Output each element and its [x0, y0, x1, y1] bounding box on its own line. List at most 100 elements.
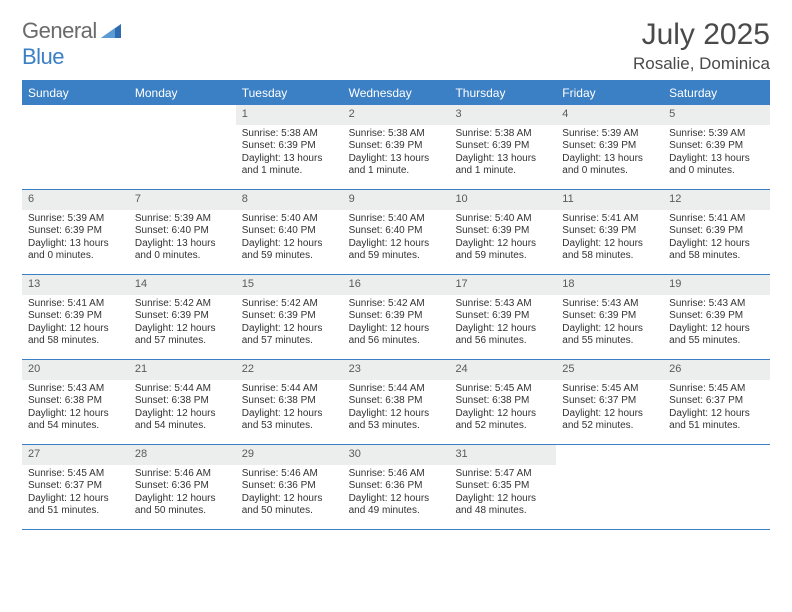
day-cell: 5Sunrise: 5:39 AMSunset: 6:39 PMDaylight… [663, 105, 770, 189]
day-cell: 11Sunrise: 5:41 AMSunset: 6:39 PMDayligh… [556, 190, 663, 274]
sunrise-text: Sunrise: 5:45 AM [562, 383, 657, 396]
day-cell: 7Sunrise: 5:39 AMSunset: 6:40 PMDaylight… [129, 190, 236, 274]
day-cell: 3Sunrise: 5:38 AMSunset: 6:39 PMDaylight… [449, 105, 556, 189]
sunrise-text: Sunrise: 5:39 AM [135, 213, 230, 226]
day-number: 20 [22, 360, 129, 380]
dow-fri: Friday [556, 81, 663, 105]
sunset-text: Sunset: 6:37 PM [562, 395, 657, 408]
daylight-text: Daylight: 12 hours and 59 minutes. [455, 238, 550, 263]
day-cell: 18Sunrise: 5:43 AMSunset: 6:39 PMDayligh… [556, 275, 663, 359]
sunset-text: Sunset: 6:38 PM [28, 395, 123, 408]
dow-row: Sunday Monday Tuesday Wednesday Thursday… [22, 81, 770, 105]
sunrise-text: Sunrise: 5:44 AM [135, 383, 230, 396]
day-cell: 6Sunrise: 5:39 AMSunset: 6:39 PMDaylight… [22, 190, 129, 274]
day-cell: 24Sunrise: 5:45 AMSunset: 6:38 PMDayligh… [449, 360, 556, 444]
day-body: Sunrise: 5:38 AMSunset: 6:39 PMDaylight:… [449, 125, 556, 184]
calendar: Sunday Monday Tuesday Wednesday Thursday… [22, 81, 770, 530]
day-number: 8 [236, 190, 343, 210]
day-body: Sunrise: 5:43 AMSunset: 6:39 PMDaylight:… [556, 295, 663, 354]
day-body: Sunrise: 5:39 AMSunset: 6:39 PMDaylight:… [663, 125, 770, 184]
daylight-text: Daylight: 12 hours and 58 minutes. [669, 238, 764, 263]
sunset-text: Sunset: 6:39 PM [28, 310, 123, 323]
day-cell [663, 445, 770, 529]
day-number: 17 [449, 275, 556, 295]
daylight-text: Daylight: 12 hours and 48 minutes. [455, 493, 550, 518]
brand-triangle-icon [101, 18, 121, 36]
day-body: Sunrise: 5:45 AMSunset: 6:38 PMDaylight:… [449, 380, 556, 439]
sunrise-text: Sunrise: 5:39 AM [562, 128, 657, 141]
daylight-text: Daylight: 12 hours and 52 minutes. [455, 408, 550, 433]
day-body: Sunrise: 5:43 AMSunset: 6:39 PMDaylight:… [663, 295, 770, 354]
sunset-text: Sunset: 6:38 PM [455, 395, 550, 408]
day-body: Sunrise: 5:40 AMSunset: 6:40 PMDaylight:… [343, 210, 450, 269]
dow-thu: Thursday [449, 81, 556, 105]
week-row: 27Sunrise: 5:45 AMSunset: 6:37 PMDayligh… [22, 445, 770, 530]
day-cell: 16Sunrise: 5:42 AMSunset: 6:39 PMDayligh… [343, 275, 450, 359]
day-cell: 1Sunrise: 5:38 AMSunset: 6:39 PMDaylight… [236, 105, 343, 189]
day-cell: 19Sunrise: 5:43 AMSunset: 6:39 PMDayligh… [663, 275, 770, 359]
day-number: 1 [236, 105, 343, 125]
day-number: 14 [129, 275, 236, 295]
day-body: Sunrise: 5:40 AMSunset: 6:39 PMDaylight:… [449, 210, 556, 269]
day-body: Sunrise: 5:39 AMSunset: 6:40 PMDaylight:… [129, 210, 236, 269]
day-cell: 23Sunrise: 5:44 AMSunset: 6:38 PMDayligh… [343, 360, 450, 444]
day-number: 31 [449, 445, 556, 465]
day-number: 11 [556, 190, 663, 210]
sunset-text: Sunset: 6:37 PM [669, 395, 764, 408]
sunset-text: Sunset: 6:40 PM [135, 225, 230, 238]
day-body: Sunrise: 5:44 AMSunset: 6:38 PMDaylight:… [129, 380, 236, 439]
day-body: Sunrise: 5:47 AMSunset: 6:35 PMDaylight:… [449, 465, 556, 524]
sunrise-text: Sunrise: 5:42 AM [349, 298, 444, 311]
sunset-text: Sunset: 6:39 PM [135, 310, 230, 323]
day-body: Sunrise: 5:43 AMSunset: 6:38 PMDaylight:… [22, 380, 129, 439]
day-number: 21 [129, 360, 236, 380]
sunset-text: Sunset: 6:37 PM [28, 480, 123, 493]
day-body: Sunrise: 5:43 AMSunset: 6:39 PMDaylight:… [449, 295, 556, 354]
day-number: 15 [236, 275, 343, 295]
day-number: 6 [22, 190, 129, 210]
day-cell: 26Sunrise: 5:45 AMSunset: 6:37 PMDayligh… [663, 360, 770, 444]
sunset-text: Sunset: 6:39 PM [242, 310, 337, 323]
day-body: Sunrise: 5:46 AMSunset: 6:36 PMDaylight:… [129, 465, 236, 524]
sunrise-text: Sunrise: 5:38 AM [242, 128, 337, 141]
day-cell: 20Sunrise: 5:43 AMSunset: 6:38 PMDayligh… [22, 360, 129, 444]
day-body: Sunrise: 5:42 AMSunset: 6:39 PMDaylight:… [236, 295, 343, 354]
sunset-text: Sunset: 6:39 PM [28, 225, 123, 238]
sunset-text: Sunset: 6:39 PM [455, 225, 550, 238]
day-cell [129, 105, 236, 189]
sunset-text: Sunset: 6:39 PM [349, 140, 444, 153]
day-number: 18 [556, 275, 663, 295]
week-row: 13Sunrise: 5:41 AMSunset: 6:39 PMDayligh… [22, 275, 770, 360]
day-body: Sunrise: 5:44 AMSunset: 6:38 PMDaylight:… [343, 380, 450, 439]
day-number: 2 [343, 105, 450, 125]
month-title: July 2025 [633, 18, 770, 52]
dow-sun: Sunday [22, 81, 129, 105]
sunrise-text: Sunrise: 5:45 AM [669, 383, 764, 396]
day-number: 27 [22, 445, 129, 465]
sunrise-text: Sunrise: 5:43 AM [28, 383, 123, 396]
daylight-text: Daylight: 12 hours and 59 minutes. [242, 238, 337, 263]
daylight-text: Daylight: 13 hours and 0 minutes. [28, 238, 123, 263]
week-row: 20Sunrise: 5:43 AMSunset: 6:38 PMDayligh… [22, 360, 770, 445]
day-body: Sunrise: 5:42 AMSunset: 6:39 PMDaylight:… [129, 295, 236, 354]
sunrise-text: Sunrise: 5:40 AM [455, 213, 550, 226]
day-number: 12 [663, 190, 770, 210]
sunrise-text: Sunrise: 5:47 AM [455, 468, 550, 481]
sunrise-text: Sunrise: 5:40 AM [349, 213, 444, 226]
day-cell: 2Sunrise: 5:38 AMSunset: 6:39 PMDaylight… [343, 105, 450, 189]
day-number: 16 [343, 275, 450, 295]
sunset-text: Sunset: 6:39 PM [669, 310, 764, 323]
daylight-text: Daylight: 12 hours and 54 minutes. [28, 408, 123, 433]
daylight-text: Daylight: 12 hours and 58 minutes. [562, 238, 657, 263]
sunrise-text: Sunrise: 5:43 AM [562, 298, 657, 311]
sunset-text: Sunset: 6:39 PM [349, 310, 444, 323]
daylight-text: Daylight: 13 hours and 1 minute. [349, 153, 444, 178]
title-block: July 2025 Rosalie, Dominica [633, 18, 770, 74]
day-cell: 22Sunrise: 5:44 AMSunset: 6:38 PMDayligh… [236, 360, 343, 444]
daylight-text: Daylight: 12 hours and 51 minutes. [669, 408, 764, 433]
day-number: 28 [129, 445, 236, 465]
sunrise-text: Sunrise: 5:39 AM [669, 128, 764, 141]
sunset-text: Sunset: 6:39 PM [669, 140, 764, 153]
dow-sat: Saturday [663, 81, 770, 105]
sunrise-text: Sunrise: 5:43 AM [455, 298, 550, 311]
